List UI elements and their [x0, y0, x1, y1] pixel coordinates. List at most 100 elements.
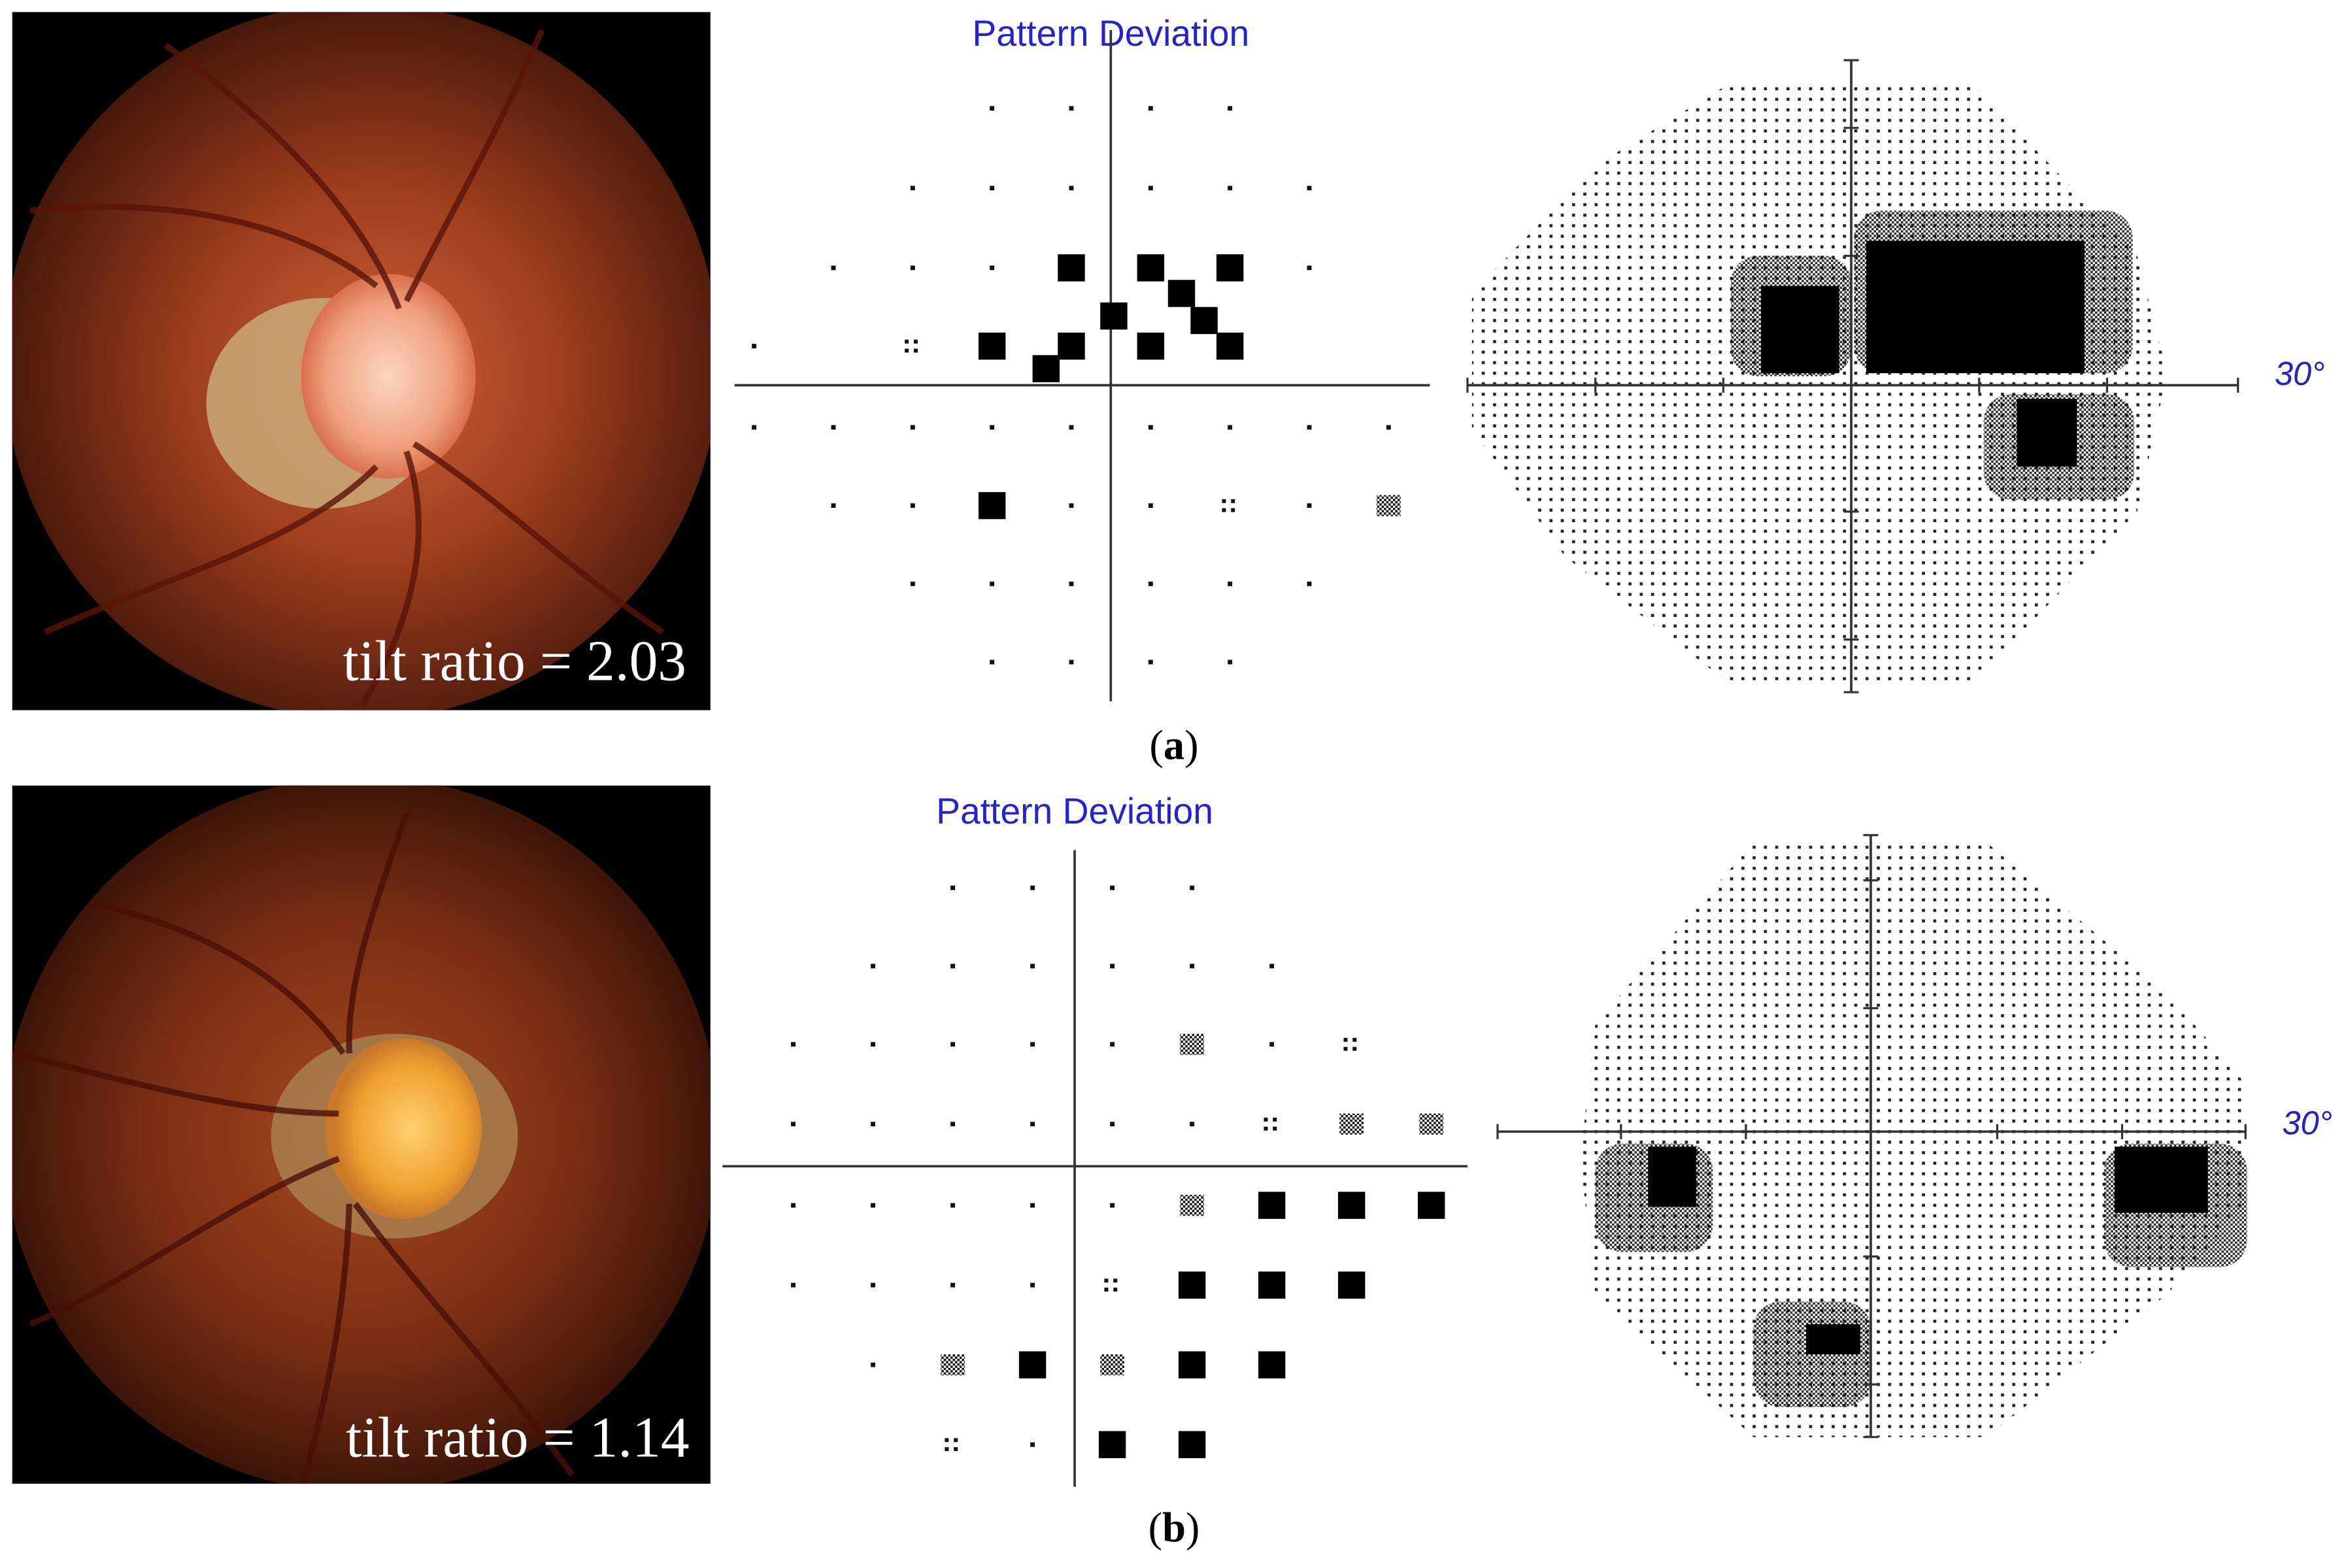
- symbol-dot: [1110, 963, 1115, 969]
- axis-label: 30°: [2275, 355, 2325, 392]
- caption: (b): [1149, 1505, 1200, 1551]
- tilt-ratio: tilt ratio = 2.03: [343, 629, 686, 693]
- symbol-black: [1258, 1192, 1286, 1219]
- symbol-dot: [1030, 1442, 1035, 1447]
- symbol-black: [1058, 254, 1085, 282]
- symbol-black: [1258, 1351, 1286, 1378]
- symbol-dot: [791, 1203, 796, 1208]
- symbol-dot: [1148, 503, 1153, 509]
- symbol-dot: [871, 1042, 875, 1047]
- symbol-checker: [1113, 1278, 1118, 1283]
- symbol-dot: [1228, 106, 1233, 111]
- symbol-checker: [913, 339, 918, 344]
- symbol-dot: [1307, 265, 1312, 271]
- symbol-dot: [1030, 1203, 1035, 1208]
- symbol-checker: [945, 1438, 949, 1443]
- vessels: [29, 29, 664, 709]
- grayscale-plot: 30°: [1466, 59, 2325, 693]
- symbol-dot: [910, 503, 915, 509]
- symbol-dot: [1110, 885, 1115, 890]
- symbol-dot: [1307, 186, 1312, 191]
- symbol-checker: [1264, 1117, 1268, 1122]
- symbol-gray: [1419, 1113, 1444, 1135]
- symbol-dot: [1069, 581, 1074, 586]
- symbol-dot: [1069, 106, 1074, 111]
- symbol-checker: [1231, 499, 1235, 503]
- symbol-dot: [990, 659, 995, 665]
- dot-field: [1580, 842, 2246, 1437]
- axis-label: 30°: [2282, 1104, 2332, 1141]
- symbol-dot: [950, 1282, 956, 1288]
- symbol-dot: [990, 186, 995, 191]
- symbol-gray: [941, 1354, 965, 1376]
- optic-disc: [325, 1038, 482, 1219]
- symbol-dot: [1030, 1282, 1035, 1288]
- symbol-black: [1178, 1351, 1206, 1378]
- black-defect: [1866, 241, 2085, 373]
- symbol-dot: [950, 963, 956, 969]
- caption-paren: (: [1149, 1505, 1162, 1551]
- symbol-black: [1058, 332, 1085, 360]
- symbol-dot: [1030, 1042, 1035, 1047]
- tilt-ratio: tilt ratio = 1.14: [346, 1406, 689, 1469]
- symbol-checker: [1352, 1046, 1357, 1051]
- symbol-gray: [1376, 495, 1401, 516]
- symbol-checker: [1104, 1278, 1109, 1283]
- symbol-checker: [945, 1447, 949, 1452]
- symbol-dot: [1228, 659, 1233, 665]
- symbol-dot: [990, 106, 995, 111]
- symbol-checker: [1343, 1037, 1348, 1042]
- symbol-dot: [791, 1282, 796, 1288]
- symbol-black: [1178, 1271, 1206, 1299]
- symbol-dot: [831, 425, 836, 430]
- caption-label: b: [1162, 1505, 1186, 1551]
- black-defect: [1805, 1324, 1860, 1355]
- symbol-dot: [871, 1203, 875, 1208]
- symbol-black: [978, 332, 1006, 360]
- symbol-dot: [831, 503, 836, 509]
- symbol-checker: [1343, 1046, 1348, 1051]
- symbol-gray: [1180, 1195, 1205, 1216]
- symbol-dot: [1228, 425, 1233, 430]
- symbol-dot: [950, 885, 956, 890]
- symbol-black: [1337, 1192, 1366, 1219]
- symbol-checker: [954, 1447, 958, 1452]
- symbol-checker: [913, 348, 918, 353]
- symbol-dot: [1148, 659, 1153, 665]
- symbol-dot: [1190, 1122, 1195, 1127]
- symbol-dot: [910, 186, 915, 191]
- caption-paren: (: [1149, 722, 1163, 768]
- symbol-checker: [1273, 1117, 1277, 1122]
- plot-title: Pattern Deviation: [936, 791, 1213, 831]
- symbol-dot: [910, 265, 915, 271]
- symbol-black: [1098, 1431, 1126, 1458]
- symbol-dot: [950, 1042, 956, 1047]
- symbol-dot: [1030, 1122, 1035, 1127]
- symbol-dot: [1069, 186, 1074, 191]
- grayscale-plot: 30°: [1496, 834, 2332, 1439]
- symbol-dot: [1386, 425, 1391, 430]
- symbol-dot: [1307, 503, 1312, 509]
- symbol-checker: [1264, 1126, 1268, 1131]
- symbol-checker: [954, 1438, 958, 1443]
- symbol-black: [1190, 307, 1218, 335]
- black-defect: [1760, 286, 1839, 373]
- symbol-black: [1137, 254, 1165, 282]
- symbol-dot: [1110, 1042, 1115, 1047]
- symbol-dot: [791, 1122, 796, 1127]
- symbol-dot: [910, 425, 915, 430]
- symbol-dot: [1148, 581, 1153, 586]
- symbol-dot: [871, 1362, 875, 1367]
- caption-label: a: [1164, 722, 1184, 768]
- symbol-dot: [1307, 581, 1312, 586]
- symbol-dot: [1148, 186, 1153, 191]
- symbol-checker: [1231, 508, 1235, 512]
- symbol-checker: [905, 339, 909, 344]
- symbol-dot: [1190, 963, 1195, 969]
- symbol-checker: [1273, 1126, 1277, 1131]
- symbol-black: [1178, 1431, 1206, 1458]
- symbol-dot: [990, 581, 995, 586]
- symbol-checker: [1222, 508, 1226, 512]
- symbol-gray: [1180, 1033, 1205, 1055]
